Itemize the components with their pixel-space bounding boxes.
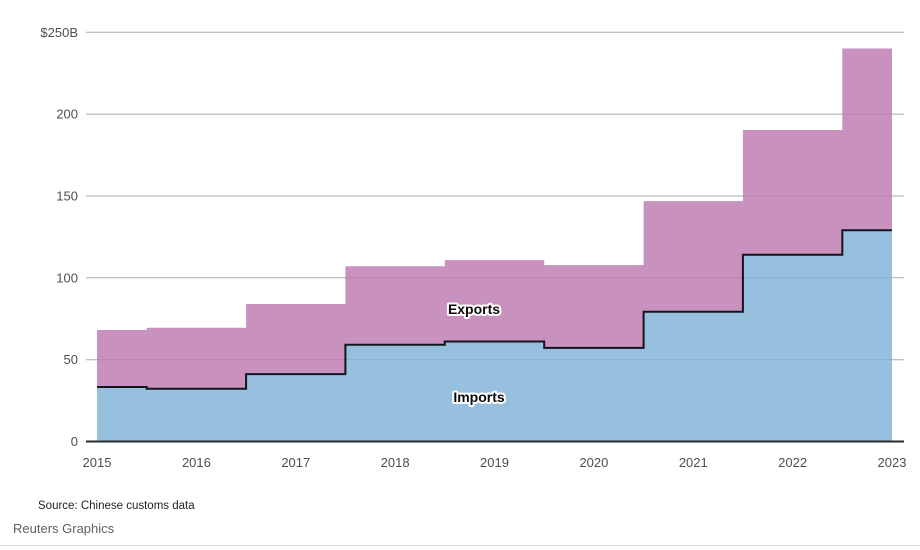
area-series-group xyxy=(97,48,892,442)
imports-outline xyxy=(97,229,892,390)
x-tick-label-2023: 2023 xyxy=(878,455,907,470)
reuters-graphics-credit[interactable]: Reuters Graphics xyxy=(13,521,115,536)
x-tick-label-2021: 2021 xyxy=(679,455,708,470)
series-label-imports: Imports xyxy=(453,389,505,405)
x-tick-label-2022: 2022 xyxy=(778,455,807,470)
y-tick-label-200: 200 xyxy=(56,107,78,122)
series-label-exports: Exports xyxy=(448,301,500,317)
y-tick-label-250: $250B xyxy=(40,25,78,40)
source-note: Source: Chinese customs data xyxy=(38,500,195,512)
exports-area xyxy=(97,48,892,389)
outline-and-axis-group xyxy=(86,229,904,443)
x-tick-label-2017: 2017 xyxy=(281,455,310,470)
x-tick-label-2016: 2016 xyxy=(182,455,211,470)
axis-labels-group: 0 50 100 150 200 $250B 2015 2016 2017 2018 2019 202… xyxy=(40,25,906,470)
y-tick-label-150: 150 xyxy=(56,189,78,204)
x-tick-label-2018: 2018 xyxy=(381,455,410,470)
china-russia-trade-chart: 0 50 100 150 200 $250B 2015 2016 2017 2018 2019 202… xyxy=(40,25,906,470)
y-tick-label-50: 50 xyxy=(64,352,78,367)
imports-area xyxy=(97,230,892,442)
bottom-divider xyxy=(0,545,920,546)
x-tick-label-2020: 2020 xyxy=(579,455,608,470)
x-tick-label-2015: 2015 xyxy=(83,455,112,470)
y-tick-label-0: 0 xyxy=(71,434,78,449)
series-annotations-group: Exports Imports xyxy=(446,299,507,407)
x-tick-label-2019: 2019 xyxy=(480,455,509,470)
y-tick-label-100: 100 xyxy=(56,270,78,285)
